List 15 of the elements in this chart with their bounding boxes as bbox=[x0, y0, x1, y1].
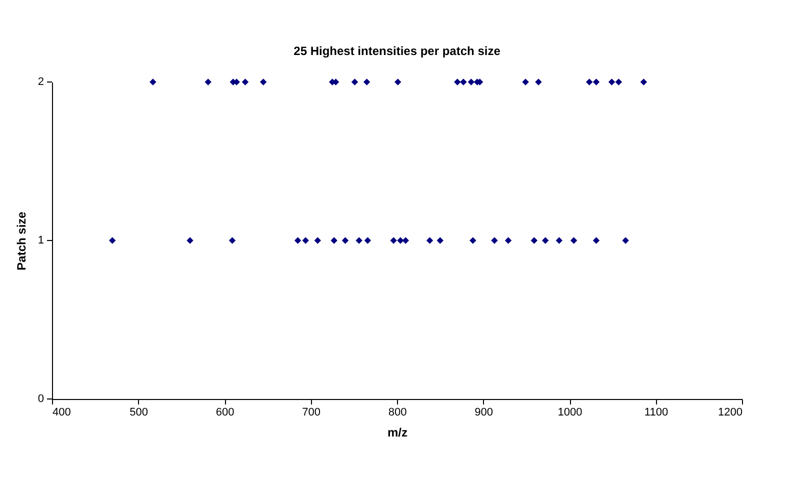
x-tick-label: 600 bbox=[216, 406, 234, 418]
x-tick-label: 1000 bbox=[558, 406, 582, 418]
x-tick-label: 400 bbox=[52, 406, 71, 418]
x-tick-label: 1200 bbox=[718, 406, 742, 418]
x-tick-label: 900 bbox=[474, 406, 493, 418]
y-axis-title: Patch size bbox=[14, 211, 28, 270]
y-tick-label: 1 bbox=[38, 234, 44, 246]
y-tick-label: 2 bbox=[38, 76, 44, 88]
y-tick-label: 0 bbox=[38, 393, 44, 405]
chart-title: 25 Highest intensities per patch size bbox=[294, 44, 501, 58]
x-tick-label: 1100 bbox=[644, 406, 668, 418]
x-tick-label: 700 bbox=[302, 406, 320, 418]
x-tick-label: 500 bbox=[130, 406, 148, 418]
x-tick-label: 800 bbox=[388, 406, 407, 418]
x-axis-title: m/z bbox=[387, 426, 408, 440]
